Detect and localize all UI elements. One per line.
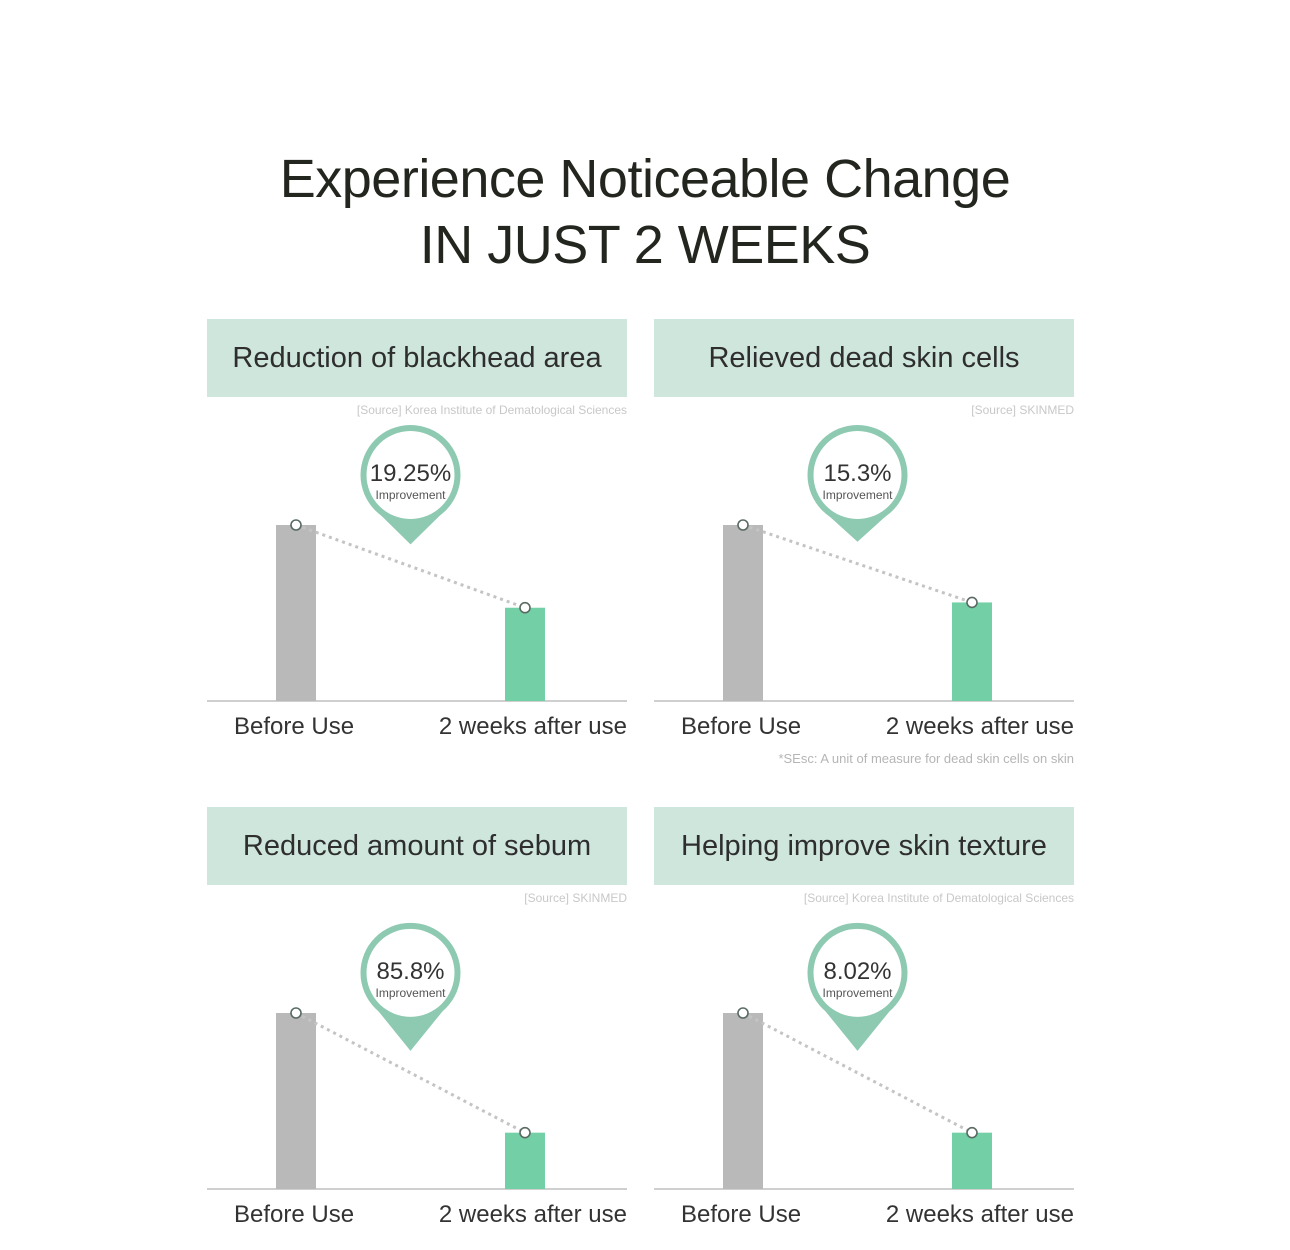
point-before-use bbox=[290, 519, 302, 531]
bar-after-use bbox=[505, 1132, 545, 1189]
category-label-before: Before Use bbox=[681, 1201, 802, 1228]
panel-title: Reduced amount of sebum bbox=[207, 807, 627, 885]
chart-area: 85.8% Improvement Before Use 2 weeks afte… bbox=[207, 907, 627, 1247]
improvement-label: Improvement bbox=[822, 488, 893, 502]
chart-area: 8.02% Improvement Before Use 2 weeks afte… bbox=[654, 907, 1074, 1247]
bar-chart-svg: 8.02%Improvement bbox=[654, 922, 1074, 1190]
point-after-use bbox=[519, 1126, 531, 1139]
improvement-value: 15.3% bbox=[823, 460, 891, 487]
improvement-value: 19.25% bbox=[370, 460, 451, 487]
source-note: [Source] SKINMED bbox=[971, 403, 1074, 417]
improvement-label: Improvement bbox=[375, 488, 446, 502]
footnote: *SEsc: A unit of measure for dead skin c… bbox=[778, 751, 1074, 766]
headline-line-2: IN JUST 2 WEEKS bbox=[419, 215, 871, 275]
headline: Experience Noticeable Change IN JUST 2 W… bbox=[0, 146, 1290, 278]
trend-line bbox=[295, 523, 526, 610]
bubble-inner bbox=[813, 431, 902, 519]
chart-panel-blackhead: Reduction of blackhead area [Source] Kor… bbox=[207, 319, 627, 759]
category-label-after: 2 weeks after use bbox=[438, 1201, 627, 1228]
chart-panel-dead-skin: Relieved dead skin cells [Source] SKINME… bbox=[654, 319, 1074, 766]
trend-line bbox=[742, 523, 973, 604]
panel-title: Helping improve skin texture bbox=[654, 807, 1074, 885]
bar-before-use bbox=[276, 1013, 316, 1189]
bar-after-use bbox=[505, 607, 545, 701]
panel-title: Reduction of blackhead area bbox=[207, 319, 627, 397]
bar-before-use bbox=[276, 525, 316, 701]
improvement-value: 8.02% bbox=[823, 958, 891, 985]
improvement-value: 85.8% bbox=[376, 958, 444, 985]
category-label-before: Before Use bbox=[234, 1201, 355, 1228]
source-note: [Source] Korea Institute of Dematologica… bbox=[356, 403, 627, 417]
category-label-before: Before Use bbox=[681, 713, 802, 740]
point-after-use bbox=[966, 596, 978, 609]
point-before-use bbox=[737, 1007, 749, 1019]
bar-before-use bbox=[723, 525, 763, 701]
point-after-use bbox=[966, 1126, 978, 1139]
improvement-bubble: 85.8%Improvement bbox=[360, 922, 461, 1051]
bubble-inner bbox=[366, 431, 455, 519]
source-note: [Source] Korea Institute of Dematologica… bbox=[803, 891, 1074, 905]
bubble-inner bbox=[366, 928, 455, 1017]
improvement-bubble: 19.25%Improvement bbox=[360, 425, 461, 545]
trend-line bbox=[295, 1011, 526, 1135]
improvement-bubble: 8.02%Improvement bbox=[807, 922, 908, 1051]
bubble-inner bbox=[813, 928, 902, 1017]
improvement-label: Improvement bbox=[375, 986, 446, 1000]
bar-chart-svg: 85.8%Improvement bbox=[207, 922, 627, 1190]
improvement-bubble: 15.3%Improvement bbox=[807, 425, 908, 542]
headline-line-1: Experience Noticeable Change bbox=[279, 149, 1011, 209]
bar-chart-svg: 19.25%Improvement bbox=[207, 425, 627, 702]
bar-before-use bbox=[723, 1013, 763, 1189]
point-after-use bbox=[519, 601, 531, 614]
chart-panel-sebum: Reduced amount of sebum [Source] SKINMED… bbox=[207, 807, 627, 1247]
improvement-label: Improvement bbox=[822, 986, 893, 1000]
category-label-after: 2 weeks after use bbox=[885, 713, 1074, 740]
category-label-before: Before Use bbox=[234, 713, 355, 740]
chart-panel-texture: Helping improve skin texture [Source] Ko… bbox=[654, 807, 1074, 1247]
trend-line bbox=[742, 1011, 973, 1135]
source-note: [Source] SKINMED bbox=[524, 891, 627, 905]
category-label-after: 2 weeks after use bbox=[438, 713, 627, 740]
chart-area: 15.3% Improvement Before Use 2 weeks afte… bbox=[654, 419, 1074, 759]
bar-after-use bbox=[952, 1132, 992, 1189]
point-before-use bbox=[290, 1007, 302, 1019]
category-label-after: 2 weeks after use bbox=[885, 1201, 1074, 1228]
point-before-use bbox=[737, 519, 749, 531]
bar-after-use bbox=[952, 602, 992, 701]
panel-title: Relieved dead skin cells bbox=[654, 319, 1074, 397]
bar-chart-svg: 15.3%Improvement bbox=[654, 425, 1074, 702]
chart-area: 19.25% Improvement Before Use 2 weeks aft… bbox=[207, 419, 627, 759]
